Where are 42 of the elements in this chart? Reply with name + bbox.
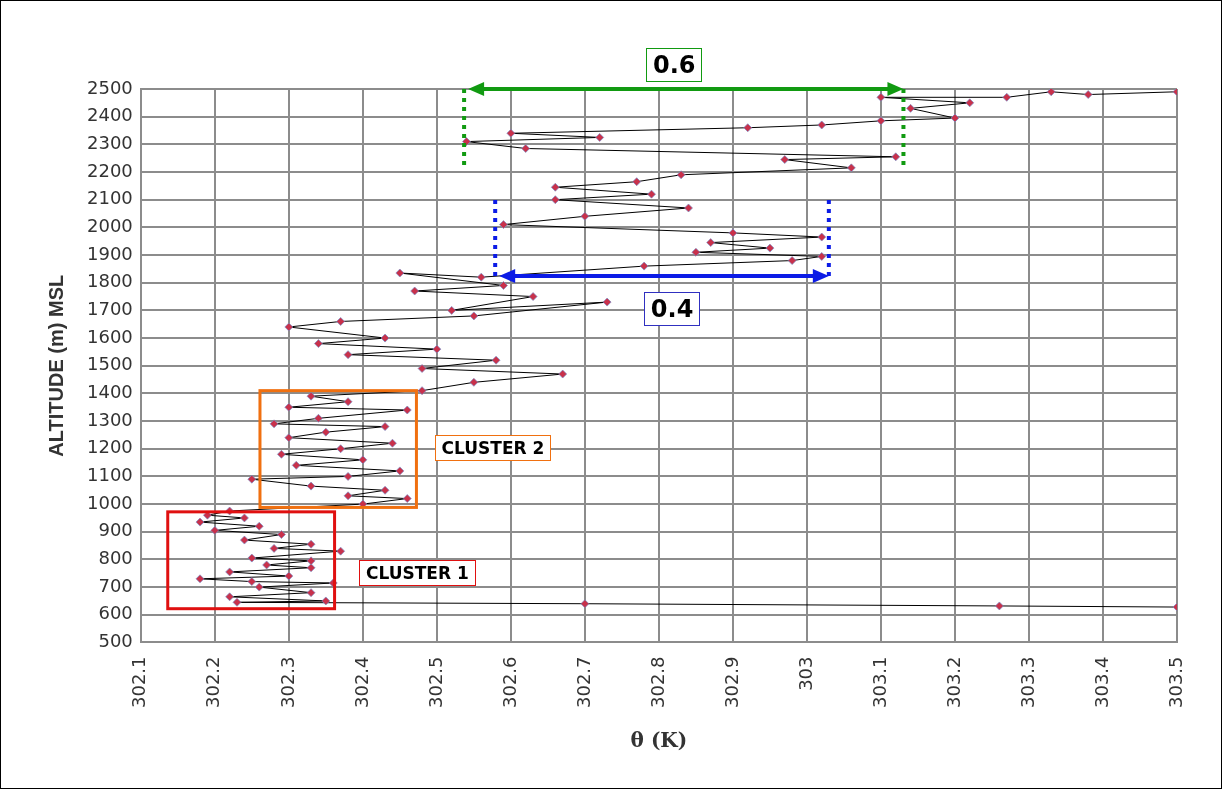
- y-tick-label: 2000: [87, 215, 133, 237]
- y-tick-label: 2200: [87, 159, 133, 181]
- x-tick-label: 302.6: [498, 656, 520, 708]
- y-tick-label: 1000: [87, 491, 133, 513]
- y-tick-label: 2100: [87, 187, 133, 209]
- x-tick-label: 302.5: [424, 656, 446, 708]
- text: 0.6: [645, 48, 703, 82]
- x-tick-label: 303.2: [942, 656, 964, 708]
- annotation: CLUSTER 1: [358, 560, 476, 587]
- x-tick-label: 302.9: [720, 656, 742, 708]
- x-tick-label: 303.4: [1090, 656, 1112, 708]
- y-tick-label: 700: [98, 574, 133, 596]
- y-tick-label: 1900: [87, 242, 133, 264]
- y-tick-label: 1200: [87, 436, 133, 458]
- x-tick-label: 302.7: [572, 656, 594, 708]
- x-tick-label: 302.8: [646, 656, 668, 708]
- y-tick-label: 600: [98, 602, 133, 624]
- y-tick-label: 1700: [87, 298, 133, 320]
- y-tick-label: 1800: [87, 270, 133, 292]
- x-tick-label: 303: [794, 656, 816, 691]
- y-tick-label: 1500: [87, 353, 133, 375]
- y-tick-label: 2500: [87, 76, 133, 98]
- y-axis-title: ALTITUDE (m) MSL: [44, 274, 67, 457]
- y-tick-label: 1100: [87, 464, 133, 486]
- y-tick-label: 900: [98, 519, 133, 541]
- x-tick-label: 302.1: [128, 656, 150, 708]
- x-tick-label: 302.3: [276, 656, 298, 708]
- y-tick-label: 1400: [87, 381, 133, 403]
- y-tick-label: 500: [98, 630, 133, 652]
- annotation: CLUSTER 2: [434, 434, 552, 461]
- x-tick-label: 302.4: [350, 656, 372, 708]
- y-tick-label: 800: [98, 547, 133, 569]
- x-tick-label: 302.2: [202, 656, 224, 708]
- x-axis-title: θ (K): [630, 728, 688, 753]
- x-tick-label: 303.3: [1016, 656, 1038, 708]
- y-tick-label: 2400: [87, 104, 133, 126]
- x-tick-label: 303.1: [868, 656, 890, 708]
- y-tick-label: 1300: [87, 408, 133, 430]
- annotation: 0.4: [643, 292, 701, 327]
- y-tick-label: 1600: [87, 325, 133, 347]
- x-tick-label: 303.5: [1164, 656, 1186, 708]
- y-tick-label: 2300: [87, 132, 133, 154]
